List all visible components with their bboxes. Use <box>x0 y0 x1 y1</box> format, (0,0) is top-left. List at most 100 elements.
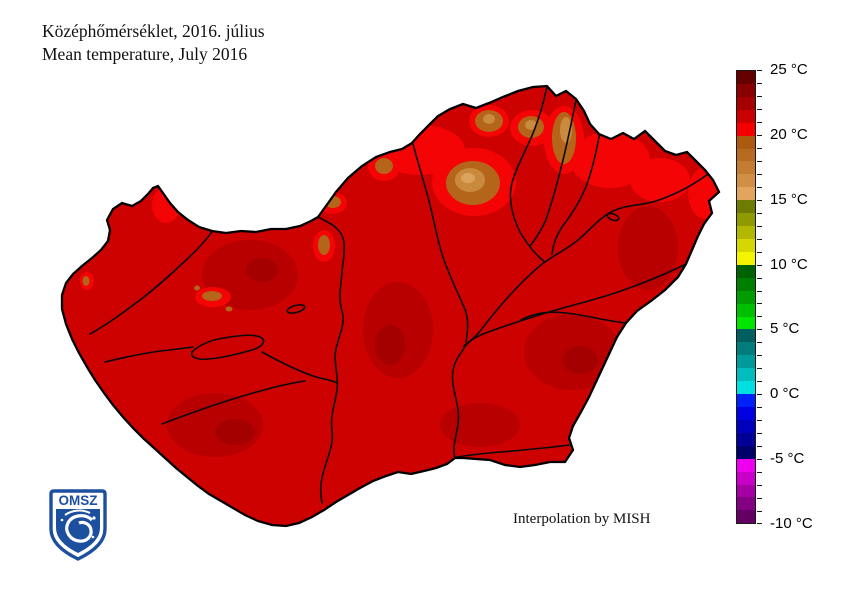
colorbar-tick <box>757 433 762 435</box>
colorbar-cell <box>737 368 755 382</box>
colorbar-labels: 25 °C 20 °C 15 °C 10 °C 5 °C 0 °C -5 °C -10 °C <box>770 61 836 532</box>
colorbar-label: 25 °C <box>770 61 808 78</box>
colorbar-cell <box>737 213 755 227</box>
colorbar-cell <box>737 96 755 110</box>
colorbar-tick <box>757 511 762 513</box>
colorbar-tick <box>757 251 762 253</box>
colorbar-tick <box>757 498 762 500</box>
colorbar-tick <box>757 82 762 84</box>
colorbar-cell <box>737 135 755 149</box>
colorbar-cell <box>737 187 755 201</box>
river-bodrog <box>551 130 601 255</box>
colorbar-cell <box>737 122 755 136</box>
omsz-logo-text: OMSZ <box>59 493 98 508</box>
colorbar-cell <box>737 109 755 123</box>
hottest-patch <box>215 419 255 445</box>
temperature-colorbar <box>736 70 756 524</box>
warm-patch <box>618 206 678 290</box>
colorbar-label: -5 °C <box>770 450 805 468</box>
colorbar-tick <box>757 212 762 214</box>
colorbar-tick <box>757 225 762 227</box>
colorbar-tick <box>757 407 762 409</box>
colorbar-tick <box>757 264 762 266</box>
river-danube <box>317 216 346 504</box>
colorbar-ticks <box>757 70 763 524</box>
colorbar-label: 5 °C <box>770 320 800 338</box>
lake-velence <box>286 304 306 314</box>
bright-red-zones <box>80 105 719 307</box>
logo-inner-panel <box>56 509 100 553</box>
colorbar-cell <box>737 471 755 485</box>
colorbar-cell <box>737 200 755 214</box>
colorbar-tick <box>757 199 762 201</box>
colorbar-label: -10 °C <box>770 515 813 532</box>
bakony-dot <box>194 285 200 291</box>
colorbar-tick <box>757 147 762 149</box>
river-hernad <box>529 99 577 247</box>
colorbar-cell <box>737 445 755 459</box>
wave-swirl-icon <box>60 509 96 543</box>
river-koros-branch <box>520 311 627 324</box>
temperature-field <box>62 86 719 526</box>
colorbar-tick <box>757 303 762 305</box>
colorbar-cell <box>737 406 755 420</box>
colorbar-tick <box>757 381 762 383</box>
colorbar-tick <box>757 368 762 370</box>
colorbar-cell <box>737 484 755 498</box>
colorbar-label: 20 °C <box>770 125 808 143</box>
colorbar-cell <box>737 329 755 343</box>
colorbar-tick <box>757 420 762 422</box>
colorbar-cell <box>737 355 755 369</box>
colorbar-tick <box>757 342 762 344</box>
title-english: Mean temperature, July 2016 <box>42 44 248 64</box>
colorbar-cell <box>737 419 755 433</box>
colorbar-cell <box>737 510 755 524</box>
lakes <box>190 212 620 361</box>
colorbar-label: 10 °C <box>770 255 808 273</box>
colorbar-tick <box>757 277 762 279</box>
bakony-patch <box>202 291 222 301</box>
cool-zone <box>152 187 180 223</box>
colorbar-cell <box>737 174 755 188</box>
colorbar-cell <box>737 342 755 356</box>
mountain-patches <box>82 110 576 312</box>
river-maros <box>456 444 570 458</box>
colorbar-cell <box>737 394 755 407</box>
title-hungarian: Középhőmérséklet, 2016. július <box>42 21 265 41</box>
colorbar-tick <box>757 238 762 240</box>
colorbar-tick <box>757 173 762 175</box>
hottest-patch <box>562 346 598 374</box>
colorbar-cell <box>737 238 755 252</box>
borzsony-patch <box>375 158 393 174</box>
omsz-logo: OMSZ <box>48 488 108 562</box>
bakony-dot <box>225 306 233 312</box>
river-zala <box>104 346 194 363</box>
vertes-patch <box>318 235 330 255</box>
hungary-border <box>60 84 721 528</box>
colorbar-tick <box>757 70 762 71</box>
matra-patch-core <box>461 173 475 183</box>
cool-zone <box>630 158 690 202</box>
colorbar-cell <box>737 381 755 395</box>
colorbar-tick <box>757 186 762 188</box>
colorbar-tick <box>757 134 762 136</box>
colorbar-cell <box>737 226 755 239</box>
colorbar-tick <box>757 523 762 524</box>
colorbar-cell <box>737 264 755 278</box>
colorbar-tick <box>757 485 762 487</box>
colorbar-cell <box>737 277 755 291</box>
colorbar-cell <box>737 316 755 330</box>
colorbar-tick <box>757 108 762 110</box>
title-block: Középhőmérséklet, 2016. július Mean temp… <box>42 20 265 66</box>
oxbow-lake <box>606 212 620 222</box>
colorbar-tick <box>757 160 762 162</box>
colorbar-tick <box>757 95 762 97</box>
river-sajo <box>509 86 548 263</box>
colorbar-label: 0 °C <box>770 385 800 403</box>
colorbar-cell <box>737 303 755 317</box>
colorbar-cell <box>737 458 755 472</box>
warm-patch <box>440 403 520 447</box>
bukk-patch-inner <box>525 120 537 130</box>
koszeg-patch <box>82 276 90 286</box>
